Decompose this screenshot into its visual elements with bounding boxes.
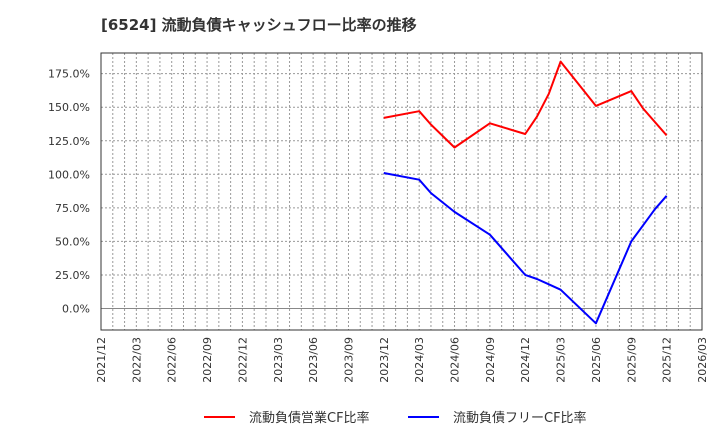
legend-red-line-icon: [204, 415, 235, 418]
y-axis-ticks: 0.0% 25.0% 50.0% 75.0% 100.0% 125.0% 150.0% 175…: [48, 68, 90, 316]
legend: 流動負債営業CF比率 流動負債フリーCF比率: [0, 407, 720, 427]
x-tick-label: 2023/12: [378, 337, 391, 383]
x-tick-label: 2024/12: [519, 337, 532, 383]
legend-label: 流動負債営業CF比率: [249, 411, 370, 426]
y-tick-label: 0.0%: [62, 303, 90, 316]
x-tick-label: 2023/09: [342, 337, 355, 383]
x-tick-label: 2024/09: [484, 337, 497, 383]
x-tick-label: 2025/09: [625, 337, 638, 383]
y-tick-label: 50.0%: [55, 235, 90, 248]
legend-blue-line-icon: [408, 415, 439, 418]
y-tick-label: 175.0%: [48, 68, 90, 81]
x-tick-label: 2024/06: [449, 337, 462, 383]
x-tick-label: 2021/12: [95, 337, 108, 383]
chart-title: [6524] 流動負債キャッシュフロー比率の推移: [101, 16, 417, 34]
operating-cf-ratio-line: [383, 60, 668, 149]
x-tick-label: 2022/06: [166, 337, 179, 383]
x-tick-label: 2022/12: [236, 337, 249, 383]
x-tick-label: 2023/06: [307, 337, 320, 383]
x-tick-label: 2022/09: [201, 337, 214, 383]
x-tick-label: 2022/03: [130, 337, 143, 383]
x-tick-label: 2025/03: [555, 337, 568, 383]
plot-area-border: [100, 52, 703, 331]
grid-lines: [101, 53, 702, 330]
free-cf-ratio-line: [383, 172, 668, 325]
x-tick-label: 2023/03: [272, 337, 285, 383]
y-tick-label: 150.0%: [48, 101, 90, 114]
y-tick-label: 75.0%: [55, 202, 90, 215]
data-series: [383, 60, 668, 325]
y-tick-label: 25.0%: [55, 269, 90, 282]
x-tick-label: 2024/03: [413, 337, 426, 383]
y-tick-label: 125.0%: [48, 135, 90, 148]
x-tick-label: 2025/12: [661, 337, 674, 383]
x-tick-label: 2026/03: [696, 337, 709, 383]
x-axis-ticks: 2021/12 2022/03 2022/06 2022/09 2022/12 2023/…: [95, 337, 709, 383]
legend-item-operating-cf: 流動負債営業CF比率: [204, 407, 370, 426]
y-tick-label: 100.0%: [48, 168, 90, 181]
legend-label: 流動負債フリーCF比率: [453, 411, 587, 426]
legend-item-free-cf: 流動負債フリーCF比率: [408, 407, 587, 426]
x-tick-label: 2025/06: [590, 337, 603, 383]
